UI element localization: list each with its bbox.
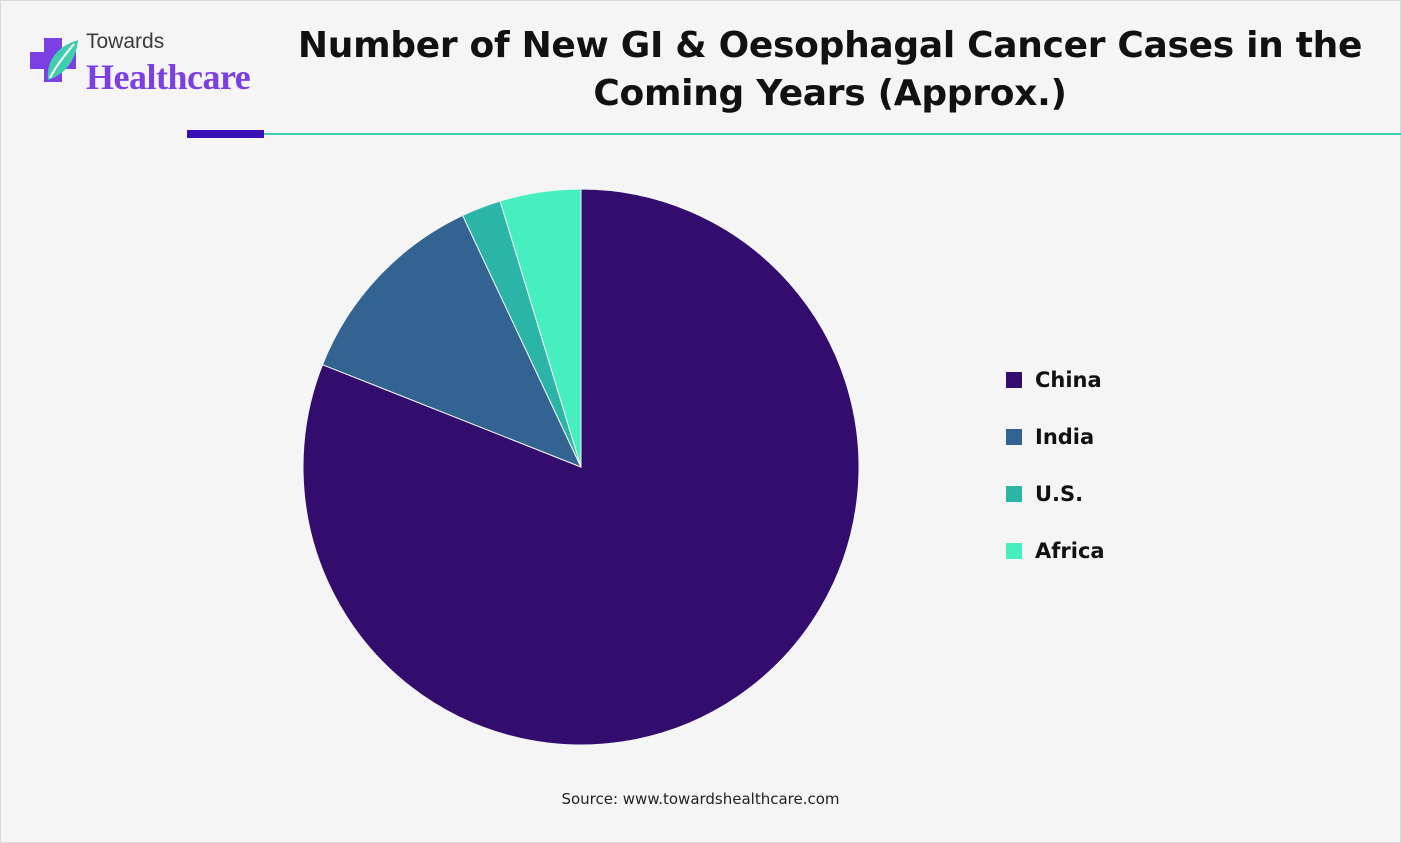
legend-swatch <box>1006 486 1022 502</box>
title-accent-bar <box>187 130 264 138</box>
source-note: Source: www.towardshealthcare.com <box>561 790 840 808</box>
legend-item: Africa <box>1006 537 1105 565</box>
brand-name-top: Towards <box>86 30 165 53</box>
brand-name-bottom: Healthcare <box>86 57 251 97</box>
pie-slice-africa <box>499 188 582 468</box>
pie-slice-india <box>321 214 582 468</box>
legend-item: U.S. <box>1006 480 1105 508</box>
chart-title: Number of New GI & Oesophagal Cancer Cas… <box>297 25 1363 114</box>
legend-swatch <box>1006 372 1022 388</box>
medical-cross-leaf-icon <box>30 38 78 82</box>
legend-swatch <box>1006 543 1022 559</box>
brand-logo: Towards Healthcare <box>26 28 266 98</box>
legend-swatch <box>1006 429 1022 445</box>
chart-legend: China India U.S. Africa <box>1006 366 1105 594</box>
legend-label: Africa <box>1035 539 1105 563</box>
legend-item: China <box>1006 366 1105 394</box>
title-divider-line <box>264 133 1401 135</box>
legend-label: China <box>1035 368 1102 392</box>
legend-item: India <box>1006 423 1105 451</box>
legend-label: U.S. <box>1035 482 1084 506</box>
legend-label: India <box>1035 425 1095 449</box>
